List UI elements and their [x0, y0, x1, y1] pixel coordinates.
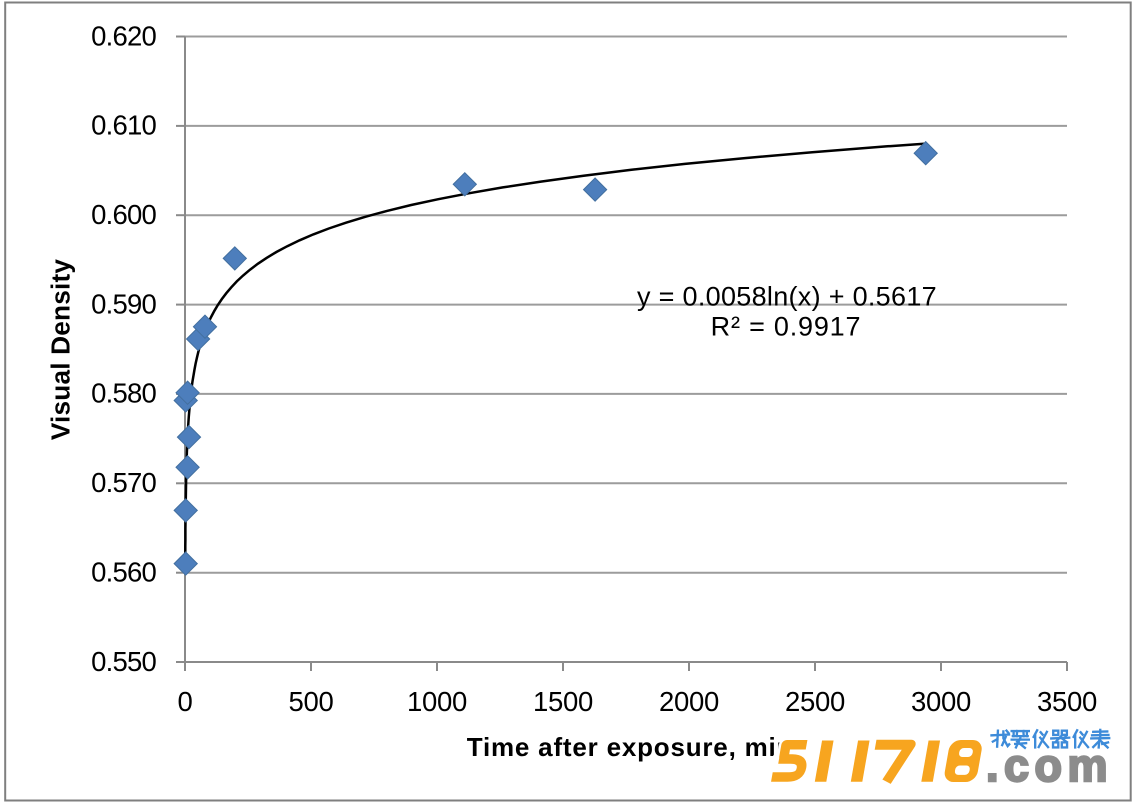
svg-text:0.570: 0.570 [91, 467, 156, 498]
svg-text:y = 0.0058ln(x) + 0.5617: y = 0.0058ln(x) + 0.5617 [637, 282, 937, 312]
svg-text:0.560: 0.560 [91, 557, 156, 588]
svg-text:500: 500 [289, 686, 334, 717]
svg-text:0.550: 0.550 [91, 646, 156, 677]
svg-text:Visual Density: Visual Density [46, 259, 76, 441]
svg-text:3000: 3000 [911, 686, 971, 717]
svg-text:0.600: 0.600 [91, 199, 156, 230]
svg-text:.com: .com [986, 740, 1113, 791]
svg-text:0.620: 0.620 [91, 20, 156, 51]
svg-text:0.590: 0.590 [91, 288, 156, 319]
svg-text:0: 0 [178, 686, 193, 717]
svg-text:3500: 3500 [1037, 686, 1097, 717]
svg-text:0.610: 0.610 [91, 110, 156, 141]
svg-text:R² = 0.9917: R² = 0.9917 [711, 312, 862, 342]
svg-text:2500: 2500 [785, 686, 845, 717]
svg-text:0.580: 0.580 [91, 378, 156, 409]
svg-text:1000: 1000 [407, 686, 467, 717]
svg-text:1500: 1500 [533, 686, 593, 717]
svg-text:Time after exposure, min: Time after exposure, min [467, 732, 794, 762]
svg-text:2000: 2000 [659, 686, 719, 717]
